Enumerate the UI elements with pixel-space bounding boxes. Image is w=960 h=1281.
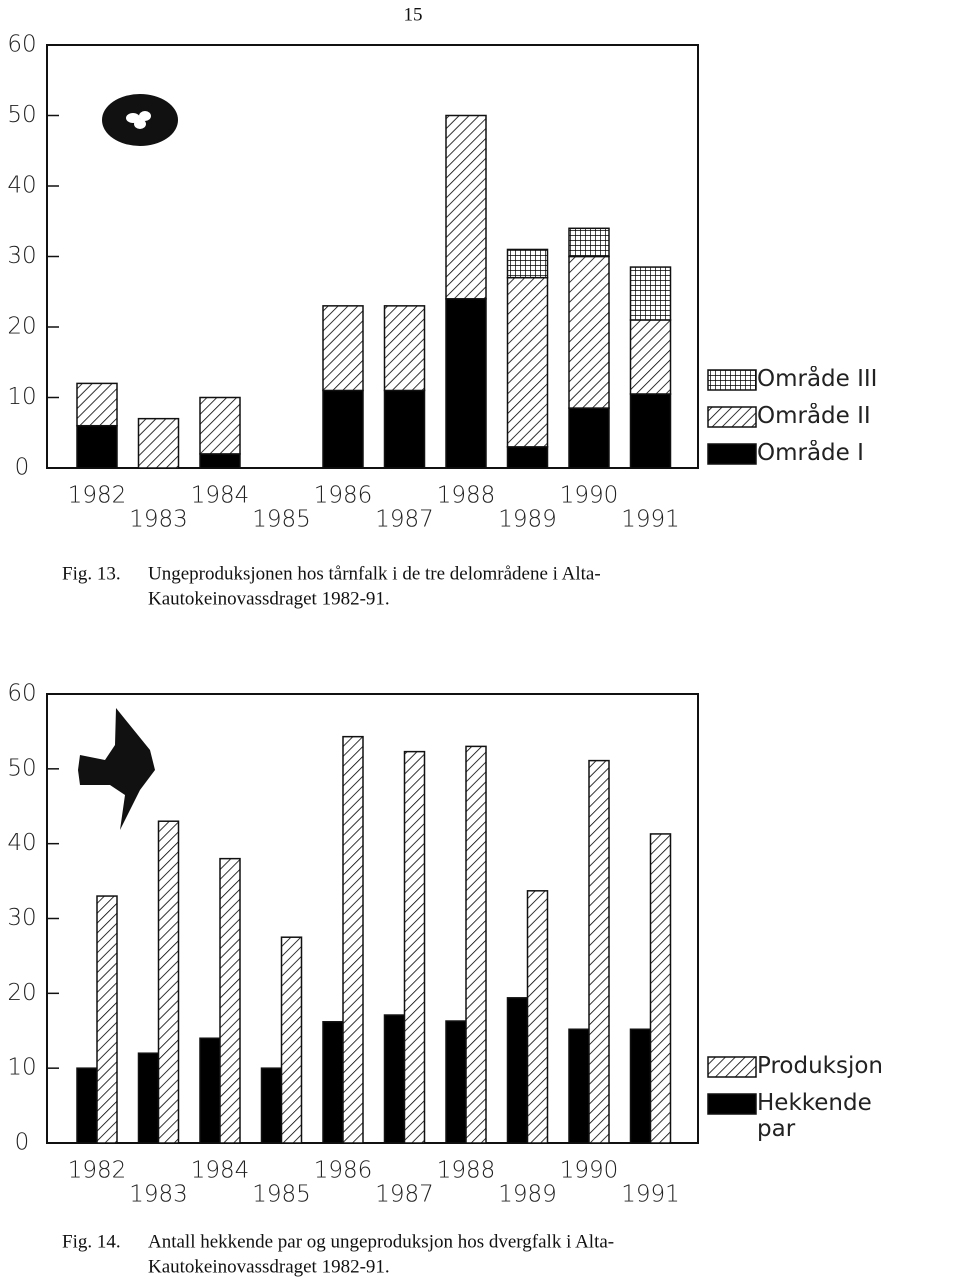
legend-label: Område III xyxy=(757,366,878,392)
bar xyxy=(403,750,426,1144)
bar xyxy=(199,1037,221,1144)
bar xyxy=(280,936,303,1144)
legend-label-box: Område II xyxy=(757,403,871,429)
x-tick-label: 1982 xyxy=(68,483,127,509)
bar xyxy=(506,997,529,1144)
x-tick-label: 1985 xyxy=(252,1182,311,1208)
bar-segment xyxy=(568,255,610,409)
bar xyxy=(568,1028,590,1144)
bar-segment xyxy=(445,114,487,300)
x-tick-label: 1988 xyxy=(437,1158,496,1184)
caption-line: Kautokeinovassdraget 1982-91. xyxy=(148,588,390,609)
bar xyxy=(260,1067,283,1144)
bar-segment xyxy=(322,305,364,392)
bar xyxy=(76,1067,98,1144)
bar xyxy=(342,735,364,1144)
bar-segment xyxy=(199,396,241,455)
bar xyxy=(96,895,118,1144)
x-tick-label: 1990 xyxy=(560,483,619,509)
y-tick-label: 20 xyxy=(7,980,36,1006)
y-tick-label: 60 xyxy=(7,681,36,707)
x-tick-label: 1983 xyxy=(129,1182,188,1208)
caption-label: Fig. 14. xyxy=(62,1231,121,1252)
legend-swatch xyxy=(707,369,757,391)
caption-line: Ungeproduksjonen hos tårnfalk i de tre d… xyxy=(148,563,601,584)
bar-segment xyxy=(76,424,118,469)
legend-label: Hekkende par xyxy=(757,1090,872,1142)
x-tick-label: 1991 xyxy=(621,1182,680,1208)
y-tick-label: 40 xyxy=(7,830,36,856)
legend-label-box: Område I xyxy=(757,440,864,466)
y-tick-label: 0 xyxy=(15,455,30,481)
x-tick-label: 1984 xyxy=(191,1158,250,1184)
caption-line: Kautokeinovassdraget 1982-91. xyxy=(148,1256,390,1277)
bar-segment xyxy=(506,276,549,448)
y-tick-label: 10 xyxy=(7,1055,36,1081)
bar xyxy=(219,857,241,1144)
y-tick-label: 50 xyxy=(7,102,36,128)
bar-segment xyxy=(506,446,549,469)
bar xyxy=(137,1052,160,1144)
bar xyxy=(588,759,610,1144)
bar xyxy=(322,1021,344,1144)
bar-segment xyxy=(137,417,180,469)
x-tick-label: 1987 xyxy=(375,1182,434,1208)
x-tick-label: 1989 xyxy=(498,507,557,533)
x-tick-label: 1988 xyxy=(437,483,496,509)
legend-label: Område I xyxy=(757,440,864,466)
bar xyxy=(465,745,487,1144)
bar-segment xyxy=(506,248,549,279)
page-number: 15 xyxy=(404,4,423,25)
legend-swatch xyxy=(707,406,757,428)
y-tick-label: 20 xyxy=(7,314,36,340)
legend-label-box: Område III xyxy=(757,366,878,392)
legend-swatch xyxy=(707,1056,757,1078)
x-tick-label: 1991 xyxy=(621,507,680,533)
x-tick-label: 1982 xyxy=(68,1158,127,1184)
bar xyxy=(629,1028,652,1144)
x-tick-label: 1983 xyxy=(129,507,188,533)
x-tick-label: 1986 xyxy=(314,483,373,509)
legend-swatch xyxy=(707,1093,757,1115)
bar-segment xyxy=(568,407,610,469)
bar-segment xyxy=(629,393,672,469)
caption-label: Fig. 13. xyxy=(62,563,121,584)
legend-label: Område II xyxy=(757,403,871,429)
y-tick-label: 30 xyxy=(7,905,36,931)
x-tick-label: 1985 xyxy=(252,507,311,533)
x-tick-label: 1987 xyxy=(375,507,434,533)
nest-icon xyxy=(102,94,178,146)
bar xyxy=(649,833,672,1144)
bar-segment xyxy=(383,389,426,469)
bird-icon xyxy=(78,708,155,830)
x-tick-label: 1984 xyxy=(191,483,250,509)
caption-line: Antall hekkende par og ungeproduksjon ho… xyxy=(148,1231,614,1252)
x-tick-label: 1989 xyxy=(498,1182,557,1208)
bar-segment xyxy=(199,453,241,469)
bar-segment xyxy=(383,305,426,392)
bar xyxy=(383,1014,406,1144)
y-tick-label: 40 xyxy=(7,173,36,199)
bar-segment xyxy=(568,227,610,258)
legend-label-box: Hekkende par xyxy=(757,1090,872,1142)
bar-segment xyxy=(445,298,487,469)
bar-segment xyxy=(76,382,118,427)
bar-segment xyxy=(322,389,364,469)
y-tick-label: 50 xyxy=(7,755,36,781)
legend-label: Produksjon xyxy=(757,1053,884,1079)
x-tick-label: 1986 xyxy=(314,1158,373,1184)
legend-label-box: Produksjon xyxy=(757,1053,884,1079)
y-tick-label: 60 xyxy=(7,32,36,58)
bar xyxy=(157,820,180,1144)
y-tick-label: 30 xyxy=(7,243,36,269)
legend-swatch xyxy=(707,443,757,465)
bar-segment xyxy=(629,319,672,395)
bar xyxy=(445,1020,467,1144)
y-tick-label: 0 xyxy=(15,1130,30,1156)
y-tick-label: 10 xyxy=(7,384,36,410)
x-tick-label: 1990 xyxy=(560,1158,619,1184)
bar-segment xyxy=(629,266,672,321)
bar xyxy=(526,890,549,1144)
